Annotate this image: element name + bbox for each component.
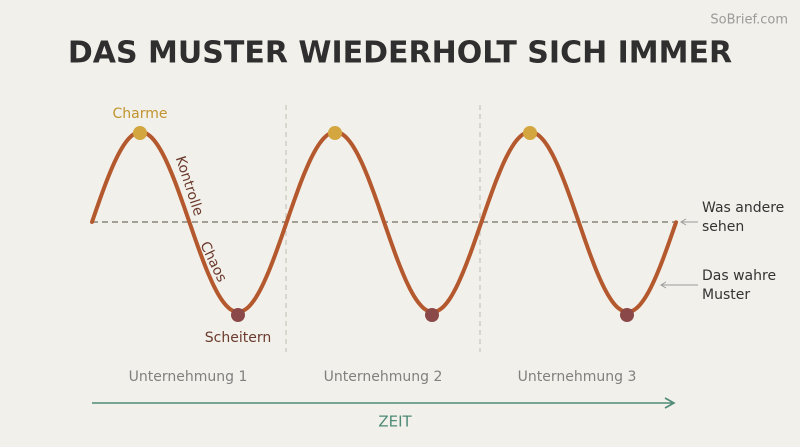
peak-label: Charme: [113, 106, 168, 122]
annotation-text: sehen: [702, 219, 744, 235]
annotation: Was andere sehen: [680, 200, 784, 235]
trough-dot: [425, 308, 439, 322]
time-arrow-head: [664, 397, 676, 409]
annotation-text: Das wahre: [702, 268, 776, 284]
peaks: [133, 126, 537, 140]
arrow-head: [660, 281, 667, 289]
troughs: [231, 308, 634, 322]
trough-dot: [231, 308, 245, 322]
annotation-text: Muster: [702, 287, 750, 303]
phase-label: Unternehmung 3: [518, 369, 637, 385]
axis-label: ZEIT: [378, 413, 412, 431]
arrow-head: [680, 218, 687, 226]
peak-dot: [133, 126, 147, 140]
title: DAS MUSTER WIEDERHOLT SICH IMMER: [68, 36, 732, 71]
trough-label: Scheitern: [205, 330, 271, 346]
wave: [90, 129, 678, 315]
peak-dot: [523, 126, 537, 140]
trough-dot: [620, 308, 634, 322]
annotation-text: Was andere: [702, 200, 784, 216]
phase-label: Unternehmung 1: [129, 369, 248, 385]
peak-dot: [328, 126, 342, 140]
annotation: Das wahre Muster: [660, 268, 776, 303]
phase-label: Unternehmung 2: [324, 369, 443, 385]
watermark: SoBrief.com: [710, 13, 788, 28]
